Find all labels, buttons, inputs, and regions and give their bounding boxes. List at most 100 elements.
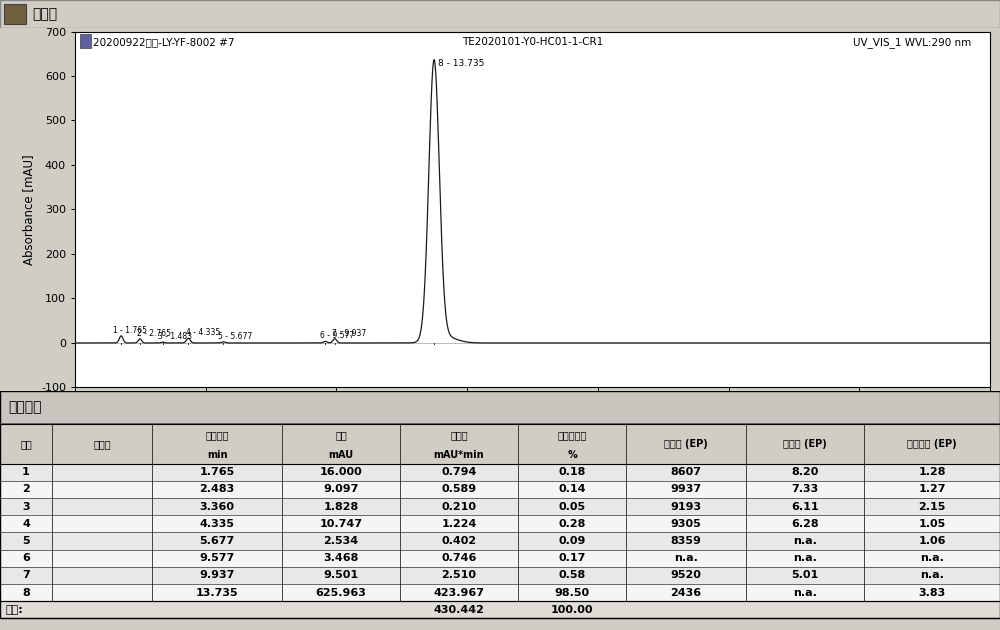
Text: 5.01: 5.01 — [791, 570, 819, 580]
Text: 2 - 2.765: 2 - 2.765 — [137, 329, 171, 338]
Text: 7.33: 7.33 — [791, 484, 819, 495]
Text: 3: 3 — [22, 501, 30, 512]
Text: 98.50: 98.50 — [554, 588, 590, 598]
Text: 9520: 9520 — [671, 570, 701, 580]
Bar — [0, 567, 1000, 584]
Text: 9305: 9305 — [671, 519, 701, 529]
Text: 0.18: 0.18 — [558, 467, 586, 477]
Bar — [4, 4, 26, 24]
Text: 3.468: 3.468 — [323, 553, 359, 563]
Text: n.a.: n.a. — [920, 570, 944, 580]
Text: 2436: 2436 — [670, 588, 702, 598]
Text: 10.747: 10.747 — [319, 519, 362, 529]
Text: 峰高: 峰高 — [335, 430, 347, 440]
Text: 3.83: 3.83 — [918, 588, 946, 598]
Text: 4 - 4.335: 4 - 4.335 — [186, 328, 220, 337]
Text: 5: 5 — [22, 536, 30, 546]
Text: 1.05: 1.05 — [918, 519, 946, 529]
Text: 1.06: 1.06 — [918, 536, 946, 546]
Text: 峰面积: 峰面积 — [450, 430, 468, 440]
X-axis label: 时间 [min]: 时间 [min] — [508, 411, 557, 423]
Text: 6 - 9.577: 6 - 9.577 — [320, 331, 354, 340]
Text: 8 - 13.735: 8 - 13.735 — [438, 59, 484, 68]
Text: 9.501: 9.501 — [323, 570, 359, 580]
Text: 2.483: 2.483 — [199, 484, 235, 495]
Text: 9.097: 9.097 — [323, 484, 359, 495]
Text: 7: 7 — [22, 570, 30, 580]
Text: 1.828: 1.828 — [323, 501, 359, 512]
Text: 430.442: 430.442 — [434, 605, 484, 615]
Text: 1.224: 1.224 — [441, 519, 477, 529]
Text: 积分结果: 积分结果 — [8, 400, 42, 415]
Text: 6.11: 6.11 — [791, 501, 819, 512]
Text: TE2020101-Y0-HC01-1-CR1: TE2020101-Y0-HC01-1-CR1 — [462, 37, 603, 47]
Text: 9937: 9937 — [670, 484, 702, 495]
Text: 8.20: 8.20 — [791, 467, 819, 477]
Text: 相对峰面积: 相对峰面积 — [557, 430, 587, 440]
Bar — [0, 515, 1000, 532]
Text: min: min — [207, 450, 227, 460]
Text: 峰名称: 峰名称 — [93, 439, 111, 449]
Text: 总和:: 总和: — [5, 605, 23, 615]
Bar — [0, 498, 1000, 515]
Text: mAU: mAU — [328, 450, 354, 460]
Text: 1: 1 — [22, 467, 30, 477]
Text: 16.000: 16.000 — [320, 467, 362, 477]
Text: 不对称度 (EP): 不对称度 (EP) — [907, 439, 957, 449]
Text: 1 - 1.765: 1 - 1.765 — [113, 326, 147, 335]
Text: 1.27: 1.27 — [918, 484, 946, 495]
Text: 5.677: 5.677 — [199, 536, 235, 546]
Bar — [0, 391, 1000, 424]
Text: 9193: 9193 — [670, 501, 702, 512]
Bar — [0, 532, 1000, 549]
Text: 13.735: 13.735 — [196, 588, 238, 598]
Bar — [0, 464, 1000, 481]
Text: 0.05: 0.05 — [558, 501, 586, 512]
Text: 9.577: 9.577 — [199, 553, 235, 563]
Text: 3 - 1.483: 3 - 1.483 — [158, 332, 192, 341]
Text: 3.360: 3.360 — [200, 501, 234, 512]
Text: 2.534: 2.534 — [323, 536, 359, 546]
Text: 625.963: 625.963 — [316, 588, 366, 598]
Text: 4: 4 — [22, 519, 30, 529]
Text: 0.58: 0.58 — [558, 570, 586, 580]
Text: 0.746: 0.746 — [441, 553, 477, 563]
Text: 保留时间: 保留时间 — [205, 430, 229, 440]
Bar — [0, 584, 1000, 601]
Text: 序号: 序号 — [20, 439, 32, 449]
Text: 色谱图: 色谱图 — [32, 7, 57, 21]
Text: n.a.: n.a. — [793, 588, 817, 598]
Text: 20200922双泵-LY-YF-8002 #7: 20200922双泵-LY-YF-8002 #7 — [93, 37, 235, 47]
Text: n.a.: n.a. — [920, 553, 944, 563]
Text: 分离度 (EP): 分离度 (EP) — [783, 439, 827, 449]
Text: 6: 6 — [22, 553, 30, 563]
Text: n.a.: n.a. — [793, 536, 817, 546]
Text: 7 - 9.937: 7 - 9.937 — [332, 329, 366, 338]
Bar — [0, 549, 1000, 567]
Text: 0.09: 0.09 — [558, 536, 586, 546]
Text: 9.937: 9.937 — [199, 570, 235, 580]
Text: 1.765: 1.765 — [199, 467, 235, 477]
Text: 塔板数 (EP): 塔板数 (EP) — [664, 439, 708, 449]
Text: n.a.: n.a. — [674, 553, 698, 563]
Text: 4.335: 4.335 — [200, 519, 234, 529]
Text: 2.15: 2.15 — [918, 501, 946, 512]
Text: 6.28: 6.28 — [791, 519, 819, 529]
Text: 8: 8 — [22, 588, 30, 598]
Text: 0.589: 0.589 — [441, 484, 477, 495]
Text: mAU*min: mAU*min — [434, 450, 484, 460]
Text: 100.00: 100.00 — [551, 605, 593, 615]
Text: 423.967: 423.967 — [434, 588, 484, 598]
Bar — [80, 34, 91, 47]
Text: 8359: 8359 — [671, 536, 701, 546]
FancyBboxPatch shape — [0, 0, 1000, 28]
Text: 0.14: 0.14 — [558, 484, 586, 495]
Text: 1.28: 1.28 — [918, 467, 946, 477]
Text: UV_VIS_1 WVL:290 nm: UV_VIS_1 WVL:290 nm — [853, 37, 972, 48]
Bar — [0, 601, 1000, 619]
Text: %: % — [567, 450, 577, 460]
Text: 0.794: 0.794 — [441, 467, 477, 477]
Text: 8607: 8607 — [670, 467, 702, 477]
Text: 0.402: 0.402 — [441, 536, 477, 546]
Text: n.a.: n.a. — [793, 553, 817, 563]
